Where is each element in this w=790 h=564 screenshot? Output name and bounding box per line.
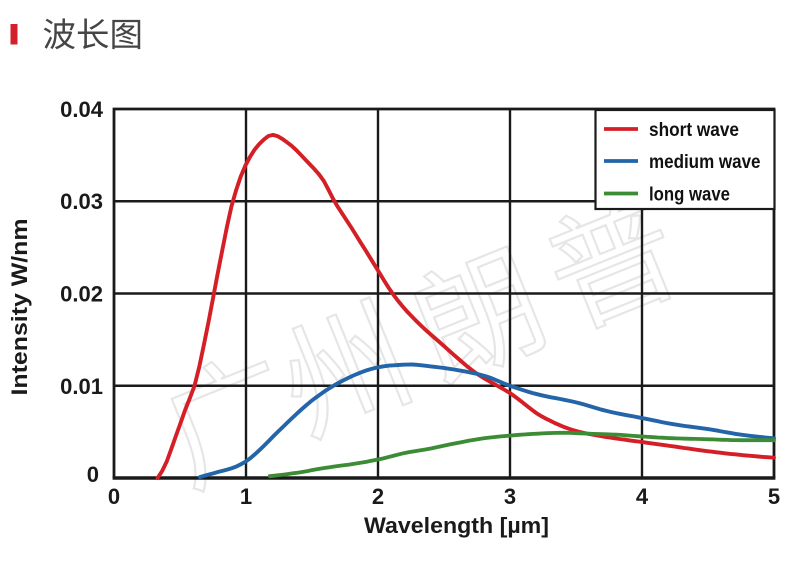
svg-text:5: 5	[768, 484, 780, 509]
svg-text:0.03: 0.03	[60, 189, 103, 214]
svg-text:0: 0	[108, 484, 120, 509]
svg-text:3: 3	[504, 484, 516, 509]
svg-text:0: 0	[87, 462, 99, 487]
svg-text:1: 1	[240, 484, 252, 509]
svg-text:4: 4	[636, 484, 649, 509]
svg-text:Intensity W/nm: Intensity W/nm	[7, 219, 32, 396]
svg-text:0.01: 0.01	[60, 374, 103, 399]
svg-text:medium wave: medium wave	[649, 152, 761, 173]
svg-text:2: 2	[372, 484, 384, 509]
svg-text:0.02: 0.02	[60, 282, 103, 307]
svg-text:short wave: short wave	[649, 120, 739, 141]
svg-text:0.04: 0.04	[60, 97, 104, 122]
svg-text:long wave: long wave	[649, 185, 730, 206]
svg-text:Wavelength [µm]: Wavelength [µm]	[364, 513, 549, 538]
